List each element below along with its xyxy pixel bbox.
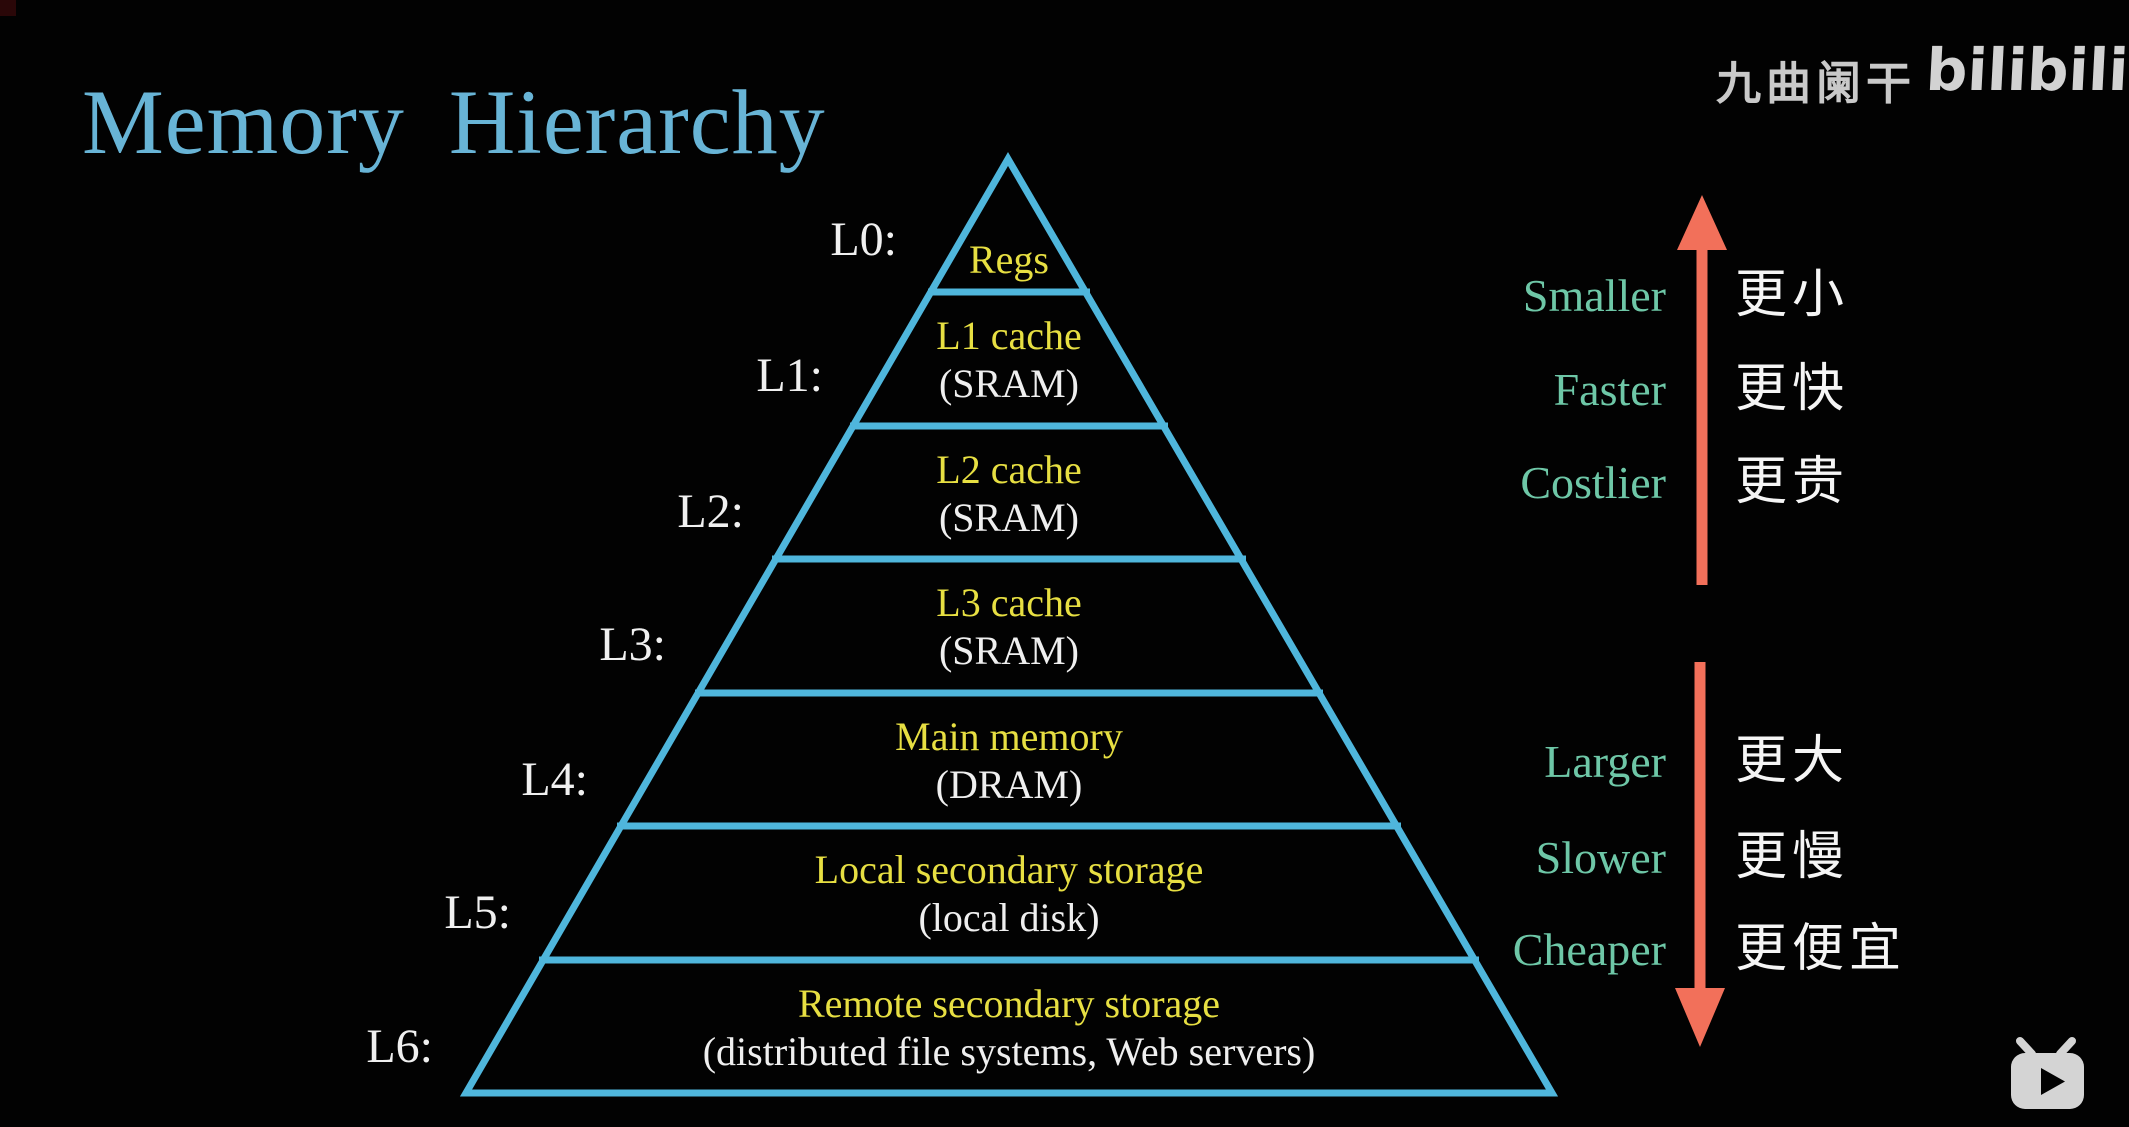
play-triangle-icon	[2041, 1068, 2065, 1095]
level-detail: (DRAM)	[935, 762, 1083, 807]
level-name: L3 cache	[936, 580, 1082, 625]
page-title: Memory Hierarchy	[82, 71, 826, 173]
level-content-l1: L1 cache (SRAM)	[559, 312, 1459, 408]
watermark-channel-name: 九曲阑干	[1716, 58, 1917, 109]
level-content-l2: L2 cache (SRAM)	[559, 446, 1459, 542]
annotation-smaller: Smaller	[1522, 270, 1666, 321]
level-detail: (SRAM)	[938, 361, 1080, 406]
level-detail: (SRAM)	[938, 495, 1080, 540]
annotation-smaller-zh: 更小	[1735, 267, 1850, 324]
level-label-l5: L5:	[444, 886, 511, 939]
level-label-l4: L4:	[521, 753, 588, 806]
level-label-l0: L0:	[830, 213, 897, 266]
pyramid-dividers	[539, 288, 1479, 964]
level-name: L2 cache	[936, 447, 1082, 492]
level-content-l3: L3 cache (SRAM)	[559, 579, 1459, 675]
level-content-l6: Remote secondary storage (distributed fi…	[559, 980, 1459, 1076]
level-name: Remote secondary storage	[797, 981, 1221, 1026]
level-detail: (distributed file systems, Web servers)	[702, 1029, 1316, 1074]
level-name: Regs	[969, 237, 1049, 282]
annotation-larger-zh: 更大	[1735, 733, 1850, 790]
level-name: Local secondary storage	[814, 847, 1204, 892]
corner-red-dot	[0, 0, 16, 16]
annotation-larger: Larger	[1544, 736, 1666, 787]
tv-antenna-right-icon	[2056, 1037, 2076, 1058]
annotation-costlier: Costlier	[1520, 457, 1666, 508]
annotation-cheaper: Cheaper	[1512, 924, 1666, 975]
annotation-slower: Slower	[1535, 832, 1666, 883]
level-name: Main memory	[895, 714, 1123, 759]
level-detail: (local disk)	[918, 895, 1100, 940]
pyramid-outline	[459, 152, 1559, 1097]
annotation-slower-zh: 更慢	[1735, 829, 1850, 886]
up-arrow	[1677, 195, 1727, 585]
annotation-faster: Faster	[1553, 364, 1666, 415]
level-label-l2: L2:	[677, 485, 744, 538]
level-content-l4: Main memory (DRAM)	[559, 713, 1459, 809]
level-detail: (SRAM)	[938, 628, 1080, 673]
level-label-l1: L1:	[756, 349, 823, 402]
level-content-l5: Local secondary storage (local disk)	[559, 846, 1459, 942]
level-name: L1 cache	[936, 313, 1082, 358]
tv-antenna-left-icon	[2016, 1037, 2036, 1058]
level-content-l0: Regs	[559, 236, 1459, 284]
level-label-l6: L6:	[366, 1020, 433, 1073]
bilibili-tv-play-icon	[2011, 1037, 2084, 1109]
annotation-costlier-zh: 更贵	[1735, 454, 1850, 511]
bilibili-logo: bilibili	[1924, 36, 2129, 104]
annotation-faster-zh: 更快	[1735, 361, 1850, 418]
level-label-l3: L3:	[599, 618, 666, 671]
annotation-cheaper-zh: 更便宜	[1735, 921, 1907, 978]
down-arrow	[1675, 662, 1725, 1047]
